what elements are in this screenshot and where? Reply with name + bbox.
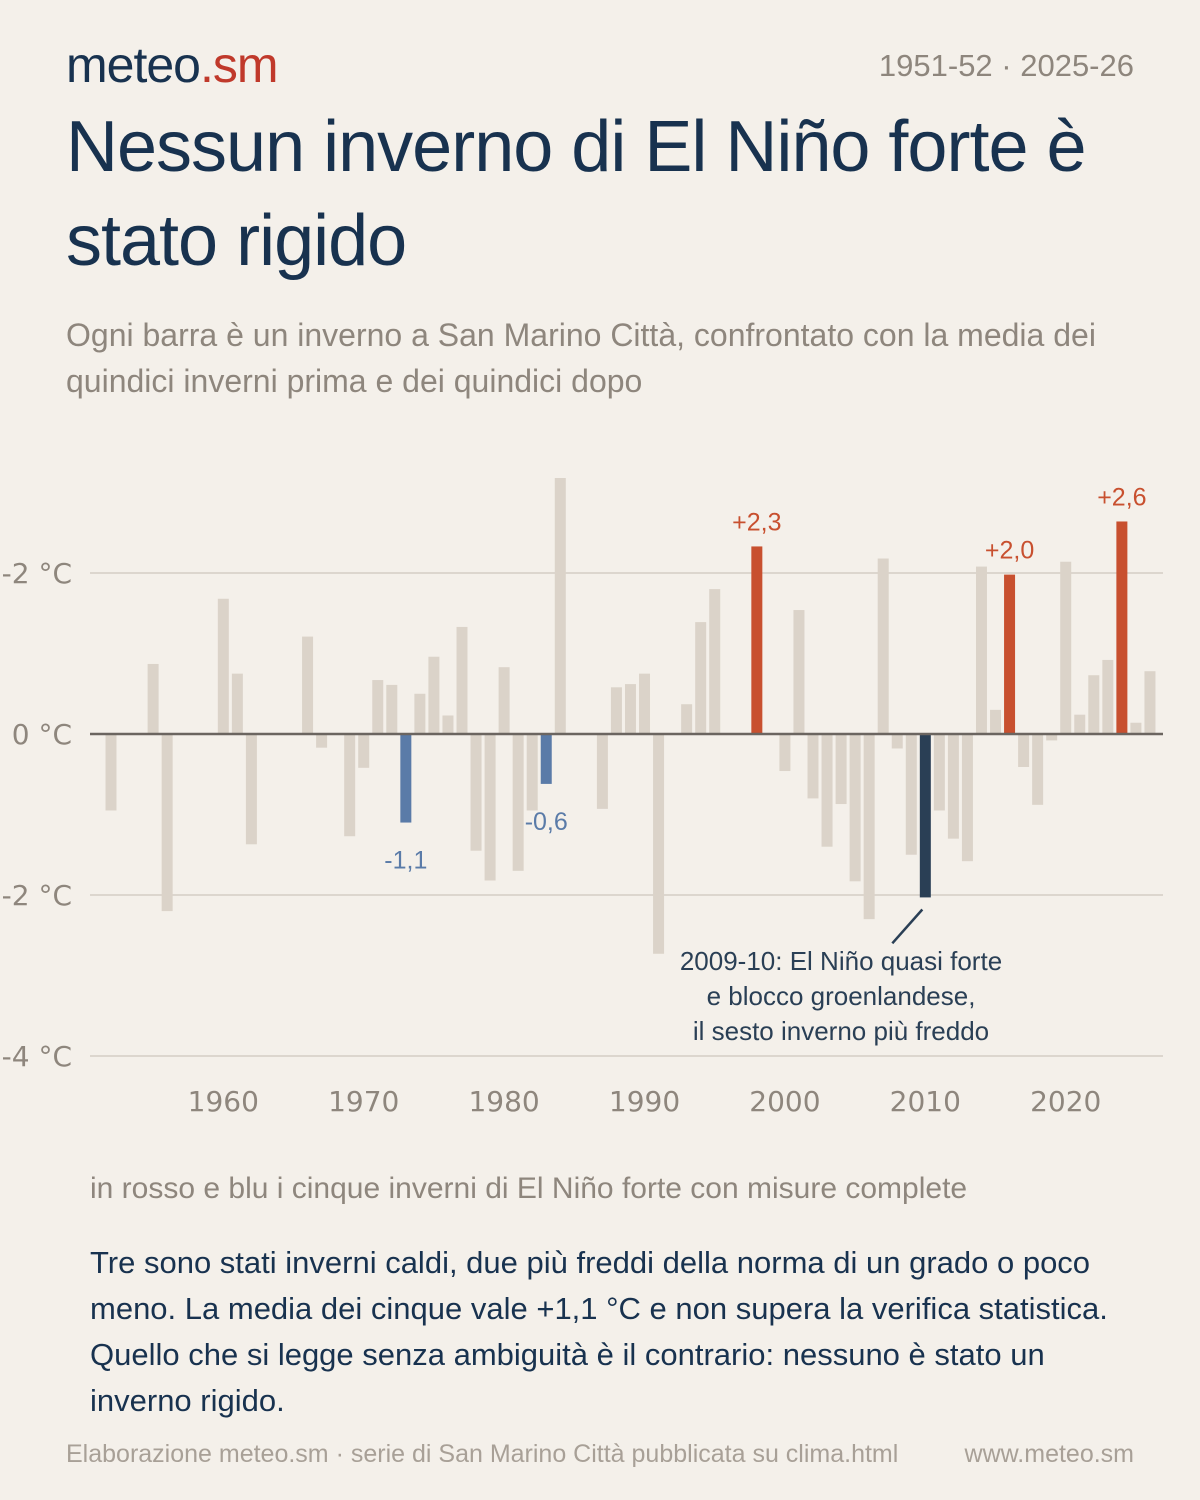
bar: [835, 734, 847, 805]
bar: [681, 704, 693, 734]
annotation-leader-line: [891, 908, 924, 945]
bar: [386, 684, 398, 734]
bar: [147, 663, 159, 734]
bar: [933, 734, 945, 811]
bar: [302, 636, 314, 734]
bar: [484, 734, 496, 881]
bar: [442, 715, 454, 734]
bar: [975, 566, 987, 734]
bar: [1032, 734, 1044, 805]
bar: [821, 734, 833, 847]
data-label: +2,6: [1097, 483, 1146, 511]
bar: [358, 734, 370, 768]
page-subtitle: Ogni barra è un inverno a San Marino Cit…: [66, 317, 1096, 399]
footer-site: www.meteo.sm: [964, 1440, 1134, 1468]
y-tick-label: -2 °C: [2, 879, 72, 912]
annotation-text-line: il sesto inverno più freddo: [693, 1016, 989, 1046]
bar: [526, 734, 538, 811]
page-title: Nessun inverno di El Niño forte è stato …: [66, 107, 1087, 281]
bar: [344, 734, 356, 837]
bar: [695, 622, 707, 734]
bar: [610, 687, 622, 734]
bar: [105, 734, 117, 811]
brand-logo: meteo.sm: [66, 37, 279, 93]
bar: [653, 734, 665, 954]
x-tick-label: 2000: [749, 1085, 820, 1118]
bar: [456, 626, 468, 734]
annotation-text-line: e blocco groenlandese,: [707, 981, 976, 1011]
bar: [231, 673, 243, 734]
bar: [498, 667, 510, 734]
bar: [793, 610, 805, 734]
x-tick-label: 2010: [890, 1085, 961, 1118]
x-tick-label: 1970: [328, 1085, 399, 1118]
x-tick-label: 1960: [188, 1085, 259, 1118]
bar: [596, 734, 608, 809]
bar-warm-nino: [751, 546, 763, 734]
bar: [624, 684, 636, 734]
legend-note: in rosso e blu i cinque inverni di El Ni…: [90, 1172, 968, 1205]
bar-cold-nino: [400, 734, 412, 823]
bar: [1088, 675, 1100, 734]
bar: [990, 709, 1002, 734]
bar: [639, 673, 651, 734]
bar: [877, 558, 889, 734]
bar-warm-nino: [1004, 574, 1016, 734]
bar: [1144, 671, 1156, 734]
bar: [947, 734, 959, 839]
x-tick-label: 2020: [1030, 1085, 1101, 1118]
bar: [709, 589, 721, 734]
bar: [245, 734, 257, 845]
bar: [891, 734, 903, 749]
data-label: +2,0: [985, 537, 1034, 565]
x-tick-label: 1990: [609, 1085, 680, 1118]
bar-warm-nino: [1116, 521, 1128, 734]
bar: [863, 734, 875, 920]
body-text: Tre sono stati inverni caldi, due più fr…: [90, 1245, 1108, 1418]
brand-accent: .sm: [199, 37, 279, 93]
bar: [1102, 659, 1114, 734]
bar: [428, 656, 440, 734]
bar: [316, 734, 328, 748]
bar: [554, 478, 566, 734]
bar: [372, 680, 384, 734]
footer-source: Elaborazione meteo.sm · serie di San Mar…: [66, 1440, 899, 1468]
anomaly-bar-chart: -2 °C 0 °C -2 °C -4 °C 1960 1970 1980 1990 2000 2…: [2, 478, 1163, 1118]
data-label: -0,6: [525, 808, 568, 836]
bar: [807, 734, 819, 799]
bar-cold-nino: [540, 734, 552, 784]
bar: [961, 734, 973, 862]
period-range: 1951-52 · 2025-26: [878, 48, 1134, 83]
bar: [217, 598, 229, 734]
y-tick-label: -2 °C: [2, 557, 72, 590]
y-tick-label: -4 °C: [2, 1040, 72, 1073]
bar: [161, 734, 173, 912]
bar: [1018, 734, 1030, 768]
brand-main: meteo: [66, 37, 201, 93]
y-tick-label: 0 °C: [12, 718, 72, 751]
bar: [414, 693, 426, 734]
bar: [779, 734, 791, 772]
bar: [512, 734, 524, 871]
bar: [1060, 561, 1072, 734]
bar: [1046, 734, 1058, 741]
bar: [849, 734, 861, 882]
x-tick-label: 1980: [468, 1085, 539, 1118]
annotation-text-line: 2009-10: El Niño quasi forte: [680, 946, 1002, 976]
bar: [905, 734, 917, 855]
bar: [1074, 714, 1086, 734]
data-label: +2,3: [732, 508, 781, 536]
bar-annotated: [919, 734, 931, 898]
data-label: -1,1: [384, 847, 427, 875]
bar: [1130, 722, 1142, 734]
bar: [470, 734, 482, 851]
